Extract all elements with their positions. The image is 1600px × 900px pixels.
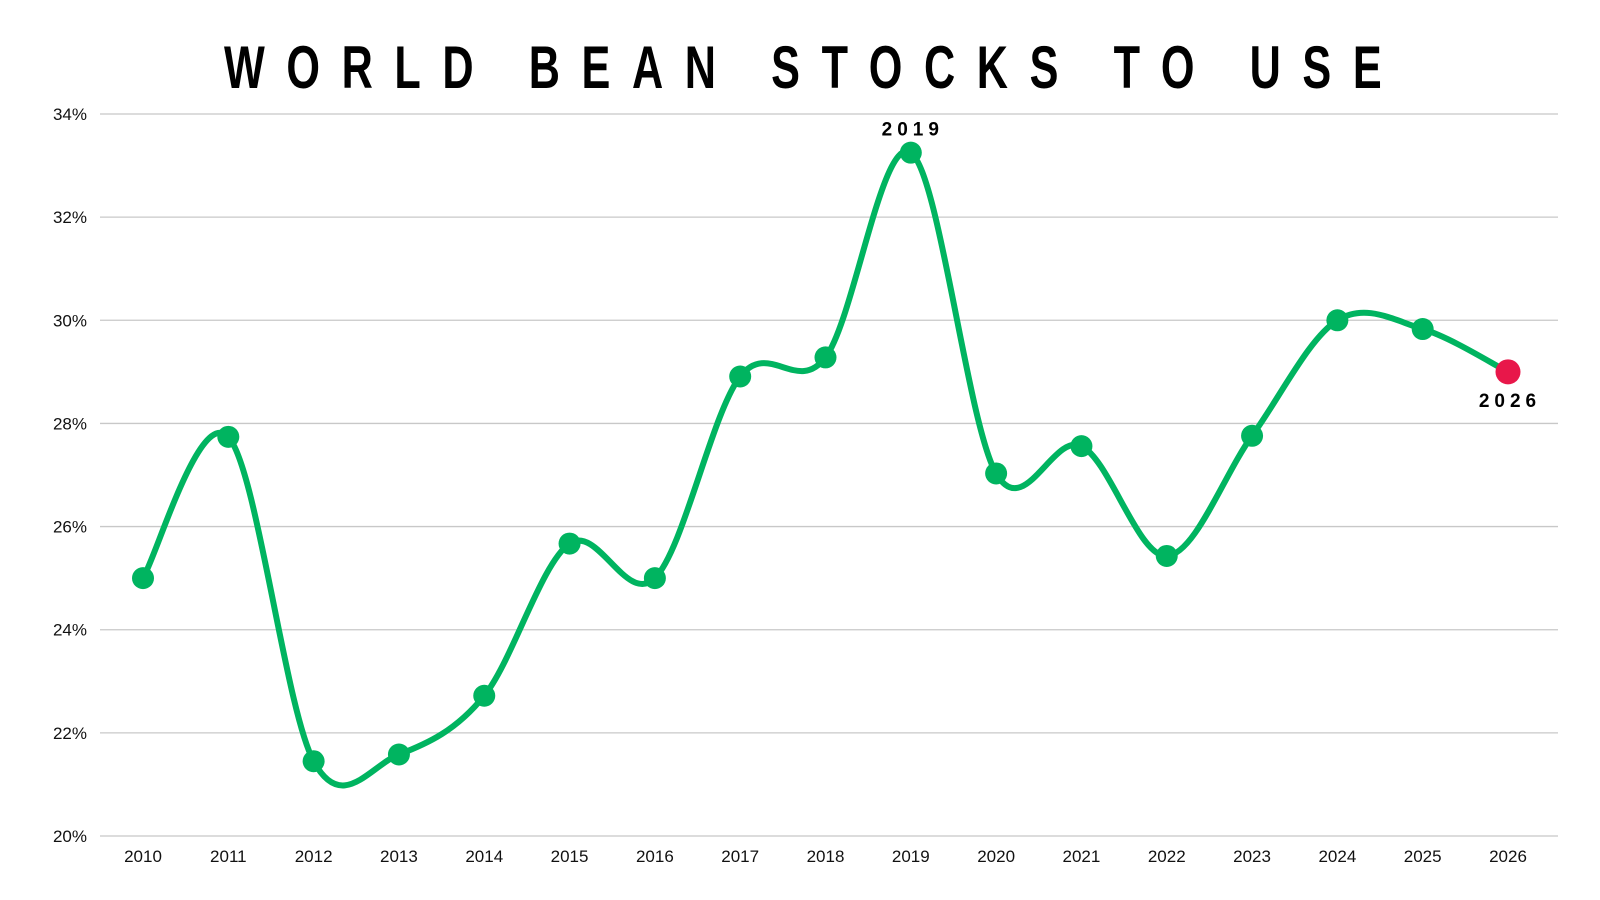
x-tick-label: 2025 — [1404, 847, 1442, 866]
x-tick-label: 2018 — [807, 847, 845, 866]
data-point — [985, 462, 1008, 485]
data-point — [558, 532, 581, 555]
data-point — [387, 743, 410, 766]
x-tick-label: 2016 — [636, 847, 674, 866]
data-point — [302, 750, 325, 773]
data-point — [899, 141, 922, 164]
data-point — [643, 567, 666, 590]
x-tick-label: 2013 — [380, 847, 418, 866]
y-tick-label: 24% — [53, 621, 87, 640]
x-tick-label: 2023 — [1233, 847, 1271, 866]
y-tick-label: 20% — [53, 827, 87, 846]
y-tick-label: 22% — [53, 724, 87, 743]
x-tick-label: 2024 — [1318, 847, 1356, 866]
data-point — [814, 346, 837, 369]
data-point — [1155, 544, 1178, 567]
data-point — [729, 365, 752, 388]
data-point — [1241, 424, 1264, 447]
x-tick-label: 2012 — [295, 847, 333, 866]
x-tick-label: 2010 — [124, 847, 162, 866]
highlight-point — [1495, 359, 1521, 385]
y-tick-label: 30% — [53, 311, 87, 330]
data-point — [1326, 309, 1349, 332]
data-point — [1411, 318, 1434, 341]
data-point — [473, 684, 496, 707]
y-tick-label: 26% — [53, 518, 87, 537]
x-tick-label: 2019 — [892, 847, 930, 866]
chart-title: WORLD BEAN STOCKS TO USE — [224, 34, 1404, 101]
x-tick-label: 2011 — [210, 847, 247, 866]
y-tick-label: 32% — [53, 208, 87, 227]
x-tick-label: 2020 — [977, 847, 1015, 866]
y-tick-label: 28% — [53, 414, 87, 433]
x-tick-label: 2015 — [551, 847, 589, 866]
point-annotation: 2019 — [882, 120, 944, 141]
point-annotation: 2026 — [1479, 391, 1541, 412]
data-point — [1070, 435, 1093, 458]
data-point — [217, 425, 240, 448]
x-tick-label: 2022 — [1148, 847, 1186, 866]
series-line — [140, 148, 1511, 789]
x-tick-label: 2021 — [1063, 847, 1101, 866]
y-tick-label: 34% — [53, 105, 87, 124]
x-tick-label: 2014 — [465, 847, 503, 866]
data-point — [132, 567, 154, 590]
x-tick-label: 2026 — [1489, 847, 1527, 866]
x-tick-label: 2017 — [721, 847, 759, 866]
